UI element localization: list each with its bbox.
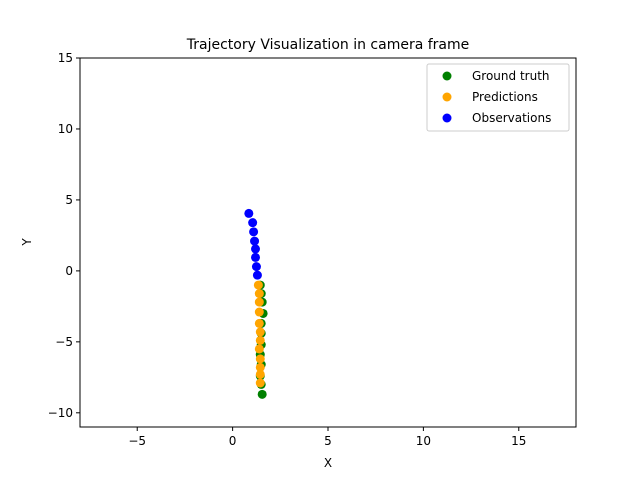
data-point-observations bbox=[251, 262, 261, 272]
x-tick-label: 5 bbox=[324, 434, 332, 448]
y-tick-label: −5 bbox=[55, 335, 73, 349]
legend-label: Observations bbox=[472, 111, 551, 125]
data-point-predictions bbox=[254, 289, 264, 299]
y-tick-label: 10 bbox=[58, 122, 73, 136]
x-tick-label: 10 bbox=[416, 434, 431, 448]
y-axis-label: Y bbox=[20, 238, 34, 247]
y-tick-label: 5 bbox=[65, 193, 73, 207]
y-tick-label: −10 bbox=[48, 406, 73, 420]
data-point-predictions bbox=[254, 297, 264, 307]
data-point-predictions bbox=[254, 318, 264, 328]
data-point-observations bbox=[249, 227, 259, 237]
data-point-predictions bbox=[255, 378, 265, 388]
x-tick-label: 15 bbox=[511, 434, 526, 448]
data-point-observations bbox=[251, 252, 261, 262]
data-point-predictions bbox=[255, 362, 265, 372]
legend-label: Ground truth bbox=[472, 69, 550, 83]
data-point-predictions bbox=[255, 327, 265, 337]
chart-title: Trajectory Visualization in camera frame bbox=[186, 37, 470, 53]
legend-label: Predictions bbox=[472, 90, 538, 104]
legend-marker bbox=[442, 71, 452, 81]
x-axis: −5 0 5 10 15 bbox=[128, 427, 526, 448]
data-point-observations bbox=[251, 244, 261, 254]
x-axis-label: X bbox=[324, 456, 332, 470]
x-tick-label: 0 bbox=[229, 434, 237, 448]
data-point-predictions bbox=[255, 335, 265, 345]
y-axis: −10 −5 0 5 10 15 bbox=[48, 51, 80, 420]
y-tick-label: 0 bbox=[65, 264, 73, 278]
legend: Ground truth Predictions Observations bbox=[426, 63, 570, 132]
x-tick-label: −5 bbox=[128, 434, 146, 448]
data-point-observations bbox=[248, 218, 258, 228]
data-point-ground-truth bbox=[257, 389, 267, 399]
data-point-observations bbox=[252, 270, 262, 280]
legend-box bbox=[426, 63, 570, 132]
legend-marker bbox=[442, 113, 452, 123]
data-point-predictions bbox=[253, 280, 263, 290]
data-point-predictions bbox=[254, 344, 264, 354]
legend-marker bbox=[442, 92, 452, 102]
data-point-predictions bbox=[255, 354, 265, 364]
data-point-observations bbox=[244, 208, 254, 218]
data-marks bbox=[244, 208, 268, 399]
data-point-observations bbox=[250, 236, 260, 246]
data-point-predictions bbox=[254, 307, 264, 317]
data-point-predictions bbox=[255, 369, 265, 379]
y-tick-label: 15 bbox=[58, 51, 73, 65]
